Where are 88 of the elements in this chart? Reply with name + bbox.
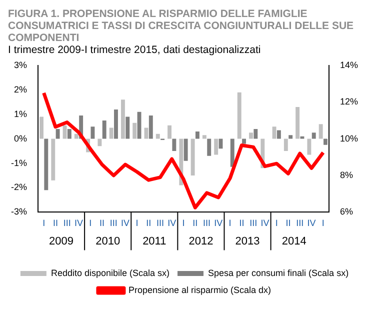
bar	[300, 136, 304, 139]
x-tick-label: III	[156, 218, 164, 228]
x-tick-label: IV	[121, 218, 130, 228]
bar	[56, 129, 60, 139]
x-tick-label: I	[182, 218, 185, 228]
x-tick-label: II	[239, 218, 244, 228]
x-tick-label: III	[296, 218, 304, 228]
y2-tick-label: 12%	[340, 96, 358, 107]
bar	[207, 138, 212, 156]
bar	[120, 100, 125, 139]
bar	[172, 138, 176, 152]
chart-subtitle: I trimestre 2009-I trimestre 2015, dati destagionalizzati	[8, 44, 262, 57]
bar	[102, 120, 106, 139]
bar	[242, 138, 246, 144]
text: 2012	[188, 236, 214, 248]
y-tick-label: 1%	[14, 108, 28, 119]
x-tick-label: I	[322, 218, 324, 228]
bar	[62, 125, 67, 139]
x-tick-label: II	[192, 218, 198, 228]
legend-label: Spesa per consumi finali (Scala sx)	[208, 268, 349, 278]
bar	[249, 132, 253, 139]
y2-tick-label: 10%	[340, 133, 358, 144]
legend-label: Propensione al risparmio (Scala dx)	[128, 284, 272, 295]
y-tick-label: 2%	[14, 84, 28, 94]
x-tick-label: II	[146, 218, 152, 228]
y-tick-label: -2%	[10, 182, 28, 192]
bar	[318, 124, 323, 139]
y2-tick-label: 8%	[340, 170, 353, 180]
bar	[132, 122, 137, 139]
x-tick-label: IV	[74, 218, 83, 228]
bar	[74, 134, 78, 139]
x-tick-label: I	[228, 218, 232, 228]
x-tick-label: I	[42, 218, 46, 228]
y-tick-label: 0%	[14, 133, 28, 144]
bar	[90, 126, 95, 139]
bar	[312, 132, 316, 139]
bar	[148, 116, 153, 139]
chart-title: FIGURA 1. PROPENSIONE AL RISPARMIO DELLE FAMIGLIE CONSUMATRICI E TASSI DI CRESCITA CONGIUNTURALI DELLE SUE COMPONENTI	[8, 8, 355, 44]
bar	[44, 138, 48, 190]
bar	[184, 138, 188, 161]
bar	[324, 138, 328, 145]
y-tick-label: -1%	[10, 158, 28, 168]
y-tick-label: -3%	[10, 206, 28, 217]
x-tick-label: II	[52, 218, 58, 228]
text: 2010	[96, 236, 120, 248]
legend-label: Reddito disponibile (Scala sx)	[50, 268, 170, 278]
bar	[51, 138, 56, 180]
bar	[307, 138, 312, 155]
bar	[296, 106, 300, 139]
bar	[288, 135, 293, 139]
x-tick-label: IV	[214, 218, 223, 228]
bar	[67, 129, 72, 139]
bar	[284, 138, 288, 152]
y-tick-label: 3%	[14, 60, 28, 70]
x-tick-label: IV	[260, 218, 270, 228]
bar	[230, 138, 234, 167]
x-tick-label: IV	[168, 218, 176, 228]
bar	[114, 109, 118, 139]
text: 2011	[142, 236, 166, 248]
bar	[237, 92, 242, 139]
y2-tick-label: 6%	[340, 206, 353, 217]
bar	[156, 134, 160, 139]
bar	[190, 138, 195, 176]
x-tick-label: III	[250, 218, 258, 228]
x-tick-label: I	[136, 218, 138, 228]
bar	[276, 130, 281, 139]
bar	[168, 125, 172, 139]
x-tick-label: I	[89, 218, 92, 228]
x-tick-label: III	[63, 218, 71, 228]
bar	[202, 135, 206, 139]
bar	[254, 129, 258, 139]
bar	[98, 138, 102, 146]
x-tick-label: IV	[307, 218, 316, 228]
bar	[40, 116, 44, 139]
x-tick-label: III	[110, 218, 118, 228]
x-tick-label: III	[203, 218, 211, 228]
text: 2013	[235, 236, 260, 248]
text: 2014	[282, 236, 306, 248]
bar	[195, 131, 200, 139]
bar	[214, 138, 218, 155]
x-tick-label: I	[275, 218, 278, 228]
y2-tick-label: 14%	[340, 60, 358, 70]
x-tick-label: II	[286, 218, 291, 228]
text: 2009	[49, 236, 74, 248]
bar	[272, 126, 276, 139]
bar	[109, 128, 114, 139]
x-tick-label: II	[100, 218, 105, 228]
bar	[126, 116, 130, 139]
